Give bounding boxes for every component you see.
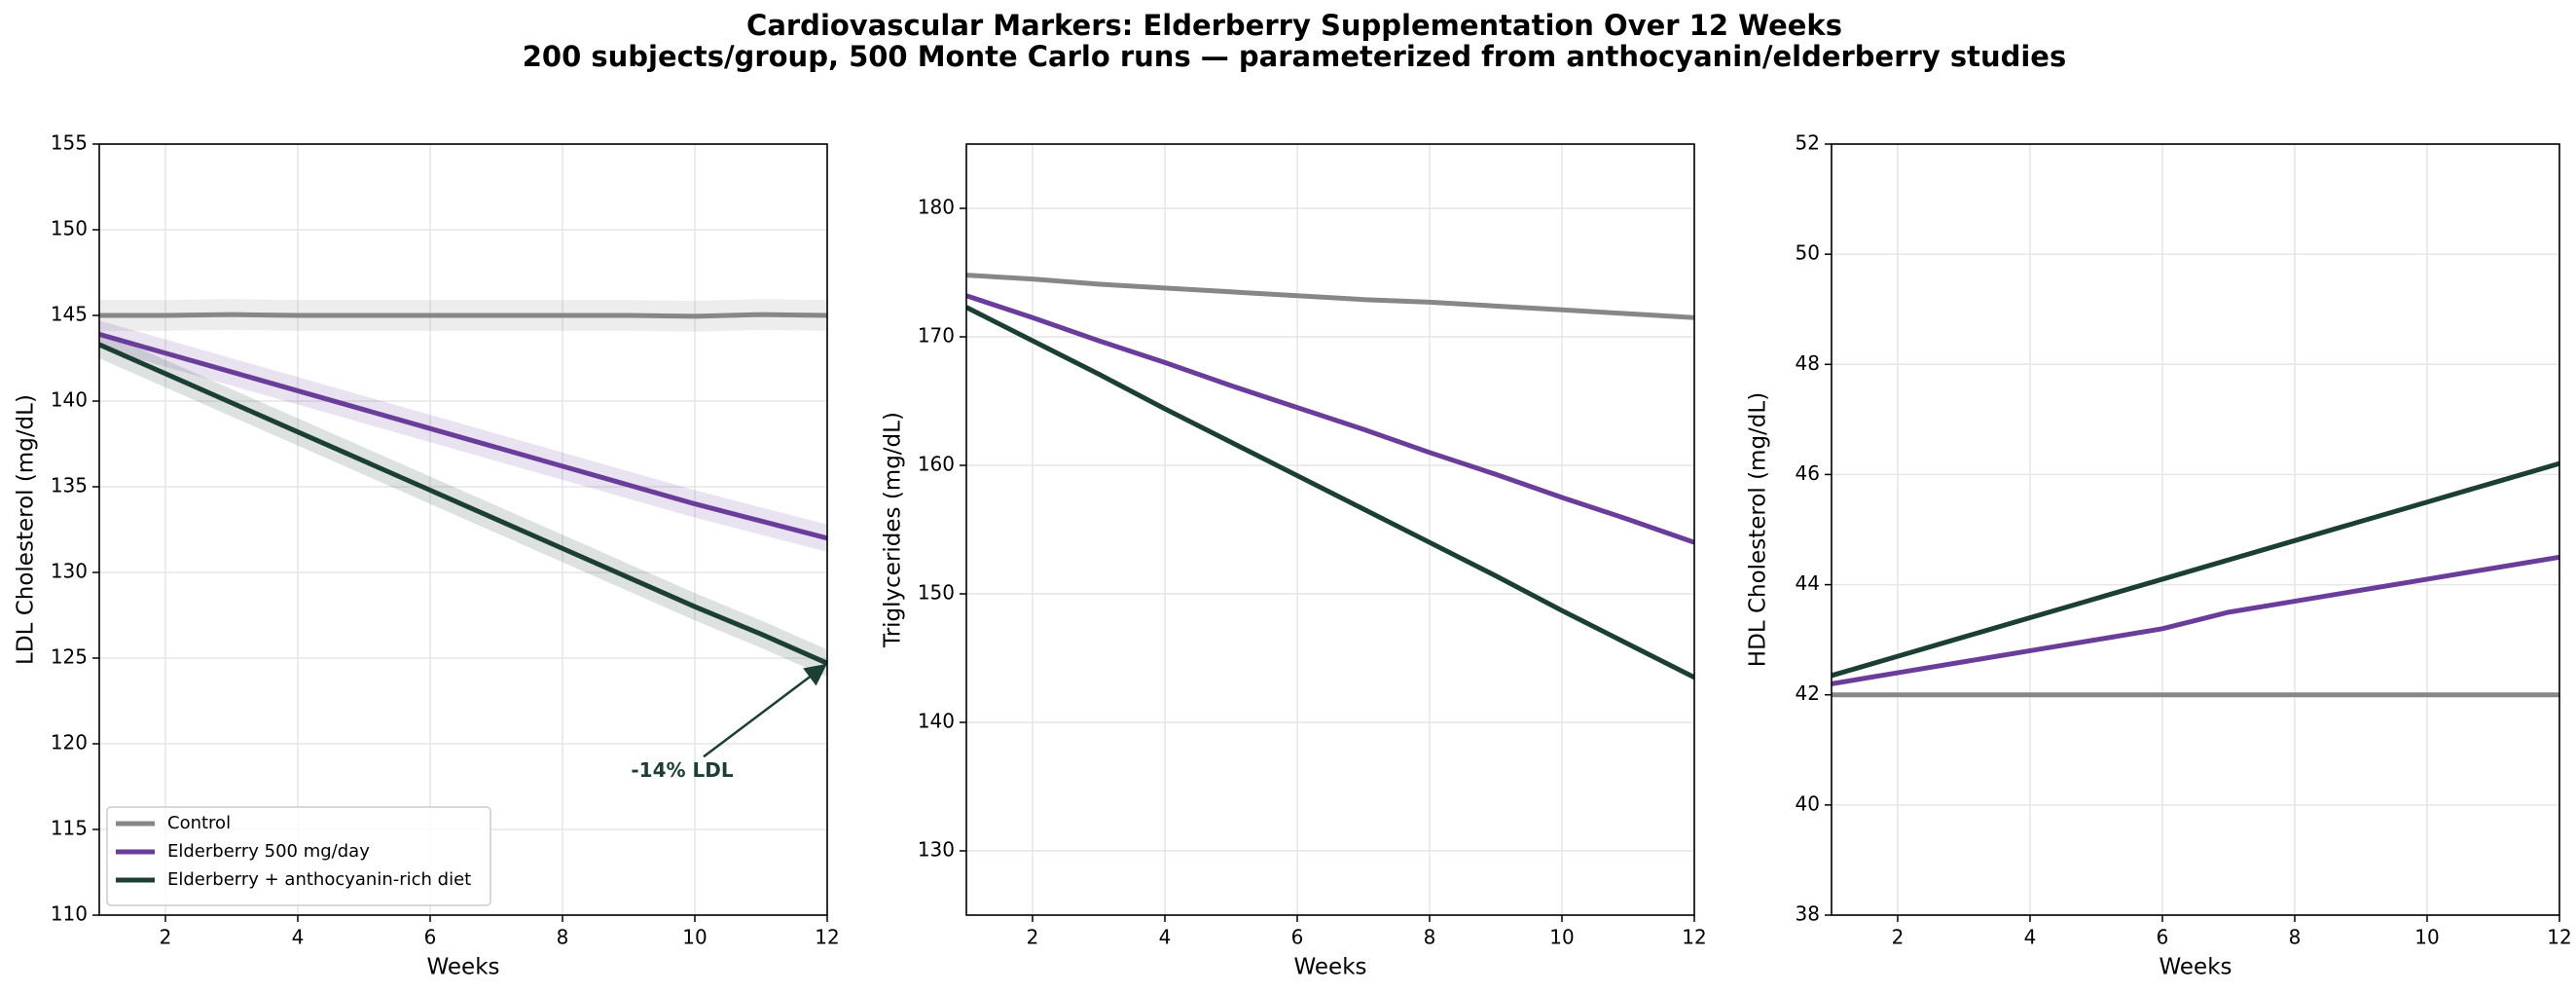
series-line bbox=[966, 273, 1694, 320]
plot-area bbox=[966, 273, 1694, 680]
y-tick-label: 150 bbox=[918, 581, 955, 605]
plot-area bbox=[99, 299, 827, 678]
x-tick-label: 4 bbox=[292, 926, 305, 949]
y-axis-label: LDL Cholesterol (mg/dL) bbox=[14, 394, 39, 665]
series-line bbox=[966, 293, 1694, 545]
y-tick-label: 135 bbox=[51, 474, 88, 497]
x-axis-label: Weeks bbox=[427, 955, 500, 980]
y-axis-label: Triglycerides (mg/dL) bbox=[881, 412, 906, 648]
x-tick-label: 2 bbox=[1892, 926, 1905, 949]
axes-frame bbox=[1831, 143, 2560, 916]
x-tick-label: 8 bbox=[557, 926, 569, 949]
series-line bbox=[1832, 460, 2559, 679]
x-tick-label: 12 bbox=[2547, 926, 2571, 949]
y-tick-label: 44 bbox=[1796, 571, 1820, 595]
y-axis-label: HDL Cholesterol (mg/dL) bbox=[1746, 392, 1771, 667]
y-tick-label: 40 bbox=[1796, 791, 1820, 815]
y-tick-label: 130 bbox=[51, 560, 88, 583]
legend-label: Elderberry + anthocyanin-rich diet bbox=[167, 869, 471, 890]
x-axis-label: Weeks bbox=[1294, 955, 1367, 980]
y-tick-label: 46 bbox=[1796, 461, 1820, 485]
y-tick-label: 42 bbox=[1796, 681, 1820, 705]
plot-area bbox=[1832, 460, 2559, 698]
subplot: 110 115 120 125 130 135 140 145 150 155 2 4 6 8 10 12 We… bbox=[14, 131, 840, 980]
y-tick-label: 155 bbox=[51, 131, 88, 155]
annotation-arrow bbox=[703, 663, 827, 758]
y-tick-label: 38 bbox=[1796, 902, 1820, 926]
x-axis-label: Weeks bbox=[2159, 955, 2232, 980]
y-tick-label: 52 bbox=[1796, 131, 1820, 155]
x-tick-label: 8 bbox=[2289, 926, 2302, 949]
y-tick-label: 170 bbox=[918, 324, 955, 348]
y-tick-label: 140 bbox=[918, 710, 955, 733]
y-tick-label: 115 bbox=[51, 817, 88, 840]
legend-label: Control bbox=[167, 813, 231, 833]
x-tick-label: 6 bbox=[2157, 926, 2169, 949]
y-tick-label: 145 bbox=[51, 303, 88, 326]
y-tick-label: 130 bbox=[918, 838, 955, 862]
y-tick-label: 120 bbox=[51, 731, 88, 754]
x-tick-label: 2 bbox=[1027, 926, 1039, 949]
annotation: -14% LDL bbox=[631, 758, 733, 782]
x-tick-label: 2 bbox=[160, 926, 172, 949]
series-line bbox=[966, 305, 1694, 680]
y-tick-label: 48 bbox=[1796, 351, 1820, 375]
x-tick-label: 12 bbox=[1682, 926, 1706, 949]
axes-frame bbox=[965, 143, 1695, 916]
axes-frame bbox=[98, 143, 828, 916]
legend-label: Elderberry 500 mg/day bbox=[167, 841, 370, 862]
x-tick-label: 4 bbox=[1159, 926, 1172, 949]
x-tick-label: 6 bbox=[1291, 926, 1304, 949]
y-tick-label: 180 bbox=[918, 196, 955, 219]
x-tick-label: 6 bbox=[424, 926, 437, 949]
series-line bbox=[1832, 554, 2559, 686]
subplot: 130 140 150 160 170 180 2 4 6 8 10 12 Weeks Triglycer… bbox=[881, 143, 1707, 980]
legend: Control Elderberry 500 mg/day Elderberry +… bbox=[106, 806, 491, 906]
figure-subtitle: 200 subjects/group, 500 Monte Carlo runs… bbox=[523, 40, 2066, 73]
x-tick-label: 12 bbox=[815, 926, 839, 949]
y-tick-label: 160 bbox=[918, 453, 955, 476]
y-tick-label: 150 bbox=[51, 217, 88, 240]
legend-box bbox=[106, 806, 491, 906]
y-tick-label: 110 bbox=[51, 902, 88, 926]
series-line bbox=[99, 312, 827, 319]
figure-title: Cardiovascular Markers: Elderberry Suppl… bbox=[746, 9, 1842, 42]
y-tick-label: 140 bbox=[51, 388, 88, 412]
x-tick-label: 10 bbox=[682, 926, 707, 949]
x-tick-label: 10 bbox=[2414, 926, 2439, 949]
x-tick-label: 4 bbox=[2024, 926, 2037, 949]
y-tick-label: 125 bbox=[51, 645, 88, 669]
series-line bbox=[99, 331, 827, 541]
series-line bbox=[99, 342, 827, 666]
x-tick-label: 8 bbox=[1424, 926, 1436, 949]
y-tick-label: 50 bbox=[1796, 241, 1820, 265]
x-tick-label: 10 bbox=[1549, 926, 1574, 949]
